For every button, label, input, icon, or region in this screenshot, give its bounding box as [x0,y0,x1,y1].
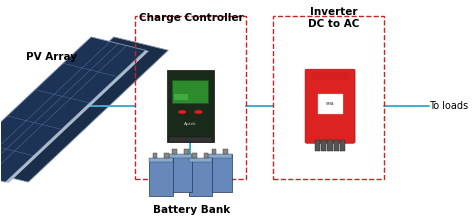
Bar [169,154,192,192]
Bar [184,149,189,154]
Text: Battery Bank: Battery Bank [153,205,230,215]
Bar [189,158,212,162]
Bar [321,140,327,151]
Bar [212,149,216,154]
Bar [223,149,228,154]
Text: Aptek: Aptek [184,122,197,126]
Polygon shape [0,37,168,182]
Bar [318,94,343,114]
Text: Charge Controller: Charge Controller [139,13,244,23]
Bar [169,137,212,142]
Bar [192,153,197,158]
Bar [166,70,214,142]
Circle shape [194,110,202,114]
Bar [273,16,384,179]
Text: PV Array: PV Array [26,52,77,62]
Bar [328,140,333,151]
Bar [149,158,173,196]
Bar [153,153,157,158]
Bar [173,80,208,103]
Polygon shape [6,50,149,183]
Bar [334,140,339,151]
Text: To loads: To loads [429,101,469,111]
Text: Inverter
DC to AC: Inverter DC to AC [309,7,360,29]
Text: SMA: SMA [326,102,334,106]
Polygon shape [0,37,146,182]
Bar [149,158,173,162]
Bar [208,154,232,158]
Bar [189,158,212,196]
Circle shape [178,110,186,114]
Bar [208,154,232,192]
Bar [172,149,177,154]
FancyBboxPatch shape [305,69,355,143]
Bar [164,153,169,158]
Bar [135,16,246,179]
Bar [204,153,209,158]
Bar [169,154,192,158]
Bar [174,94,188,101]
Bar [315,140,320,151]
Bar [340,140,346,151]
